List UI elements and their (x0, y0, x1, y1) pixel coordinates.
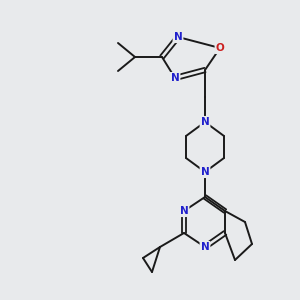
Text: N: N (171, 73, 179, 83)
Text: N: N (201, 167, 209, 177)
Text: N: N (201, 117, 209, 127)
Text: N: N (201, 242, 209, 252)
Text: O: O (216, 43, 224, 53)
Text: N: N (180, 206, 188, 216)
Text: N: N (174, 32, 182, 42)
